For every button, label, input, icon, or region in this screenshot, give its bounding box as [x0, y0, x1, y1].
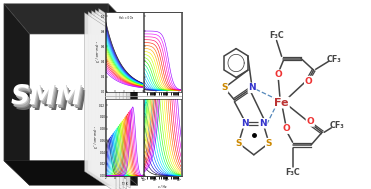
Text: SMM: SMM [12, 85, 83, 111]
Polygon shape [92, 11, 123, 189]
Text: SMM: SMM [14, 88, 85, 114]
Polygon shape [4, 4, 30, 185]
Polygon shape [99, 9, 130, 188]
Polygon shape [108, 4, 138, 185]
Text: O: O [275, 70, 282, 79]
Text: N: N [248, 83, 256, 92]
Text: O: O [305, 77, 312, 85]
Text: Hdc = 0 Oe: Hdc = 0 Oe [119, 16, 133, 20]
Text: F₃C: F₃C [285, 168, 300, 177]
Text: N: N [259, 119, 267, 128]
Text: F₃C: F₃C [269, 32, 284, 40]
Text: SMM: SMM [15, 90, 87, 116]
Text: S: S [235, 139, 242, 148]
Polygon shape [88, 12, 119, 189]
Text: O: O [283, 124, 290, 133]
Text: O: O [306, 117, 314, 126]
Polygon shape [95, 10, 127, 189]
Text: S: S [266, 139, 272, 148]
Text: N: N [241, 119, 248, 128]
Y-axis label: χ' / cm³ mol⁻¹: χ' / cm³ mol⁻¹ [96, 41, 100, 63]
Text: CF₃: CF₃ [326, 55, 341, 64]
Text: SMM: SMM [11, 84, 82, 110]
Text: CF₃: CF₃ [330, 122, 345, 130]
Text: Fe: Fe [275, 98, 289, 108]
Polygon shape [85, 13, 116, 189]
Text: S: S [221, 83, 227, 92]
X-axis label: T / K: T / K [121, 182, 128, 186]
Polygon shape [4, 161, 138, 185]
X-axis label: ν / Hz: ν / Hz [158, 185, 167, 189]
Y-axis label: χ'' / cm³ mol⁻¹: χ'' / cm³ mol⁻¹ [94, 127, 98, 148]
Polygon shape [4, 4, 138, 34]
Text: SMM: SMM [13, 87, 84, 113]
